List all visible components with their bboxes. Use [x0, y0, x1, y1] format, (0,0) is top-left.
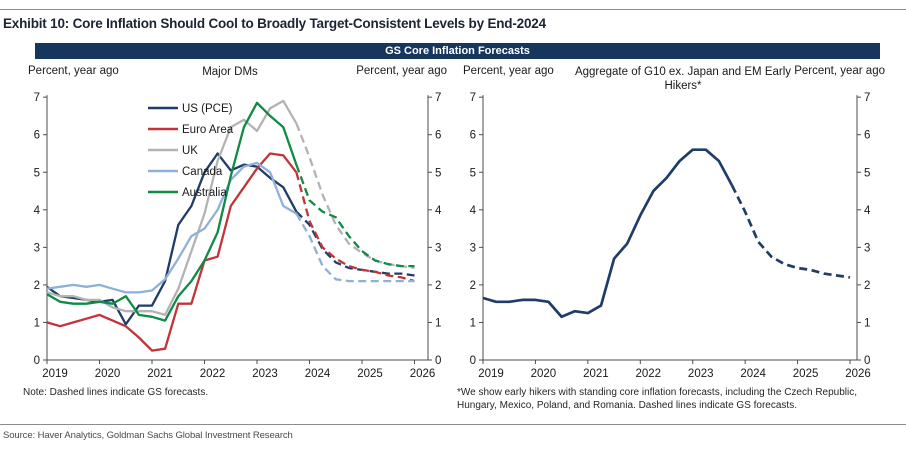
x-tick-label: 2022 [635, 368, 661, 380]
y-tick-label-right: 4 [435, 205, 442, 217]
series-uk-forecast [295, 122, 415, 270]
left-chart-canvas: 0 0 1 1 2 2 3 3 4 4 5 5 6 6 7 7 2019 2020 2021 2022 2023 2024… [34, 92, 442, 380]
y-tick-label-left: 0 [470, 355, 476, 367]
y-tick-label-left: 6 [34, 130, 40, 142]
y-tick-label-right: 7 [435, 92, 441, 104]
series-us-pce-forecast [295, 210, 415, 277]
banner-title: GS Core Inflation Forecasts [385, 45, 530, 57]
x-tick-label: 2024 [740, 368, 766, 380]
series-canada-actual [46, 161, 297, 294]
y-tick-label-left: 5 [34, 167, 40, 179]
right-panel-ylabel-left: Percent, year ago [463, 65, 554, 77]
x-tick-label: 2025 [793, 368, 819, 380]
legend-label-us-pce: US (PCE) [182, 103, 233, 115]
left-panel-ylabel-left: Percent, year ago [28, 65, 119, 77]
bottom-divider [0, 424, 906, 425]
y-tick-label-right: 1 [864, 317, 870, 329]
x-tick-label: 2026 [845, 368, 871, 380]
source-line: Source: Haver Analytics, Goldman Sachs G… [3, 430, 293, 441]
x-tick-label: 2025 [357, 368, 383, 380]
left-panel-title: Major DMs [202, 66, 258, 78]
legend-label-australia: Australia [182, 187, 227, 199]
y-tick-label-right: 5 [435, 167, 441, 179]
series-canada [46, 161, 415, 294]
legend-item-australia: Australia [148, 187, 227, 199]
x-tick-label: 2023 [688, 368, 714, 380]
y-tick-label-left: 3 [34, 242, 40, 254]
series-canada-forecast [295, 213, 415, 283]
series-uk-actual [46, 99, 298, 317]
series-aggregate-of-g10-ex-japan-and-em-early-hikers-forecast [730, 184, 851, 279]
y-tick-label-right: 3 [435, 242, 441, 254]
x-tick-label: 2022 [200, 368, 226, 380]
legend-label-euro-area: Euro Area [182, 124, 234, 136]
y-tick-label-right: 2 [435, 280, 441, 292]
legend: US (PCE) Euro Area UK Canada Australia [148, 103, 234, 199]
y-tick-label-right: 6 [435, 130, 441, 142]
axes [482, 95, 858, 361]
right-panel-footnote: *We show early hikers with standing core… [457, 387, 858, 411]
y-tick-label-left: 2 [34, 280, 40, 292]
left-panel-ylabel-right: Percent, year ago [356, 65, 447, 77]
series-uk [46, 99, 415, 317]
left-panel-note: Note: Dashed lines indicate GS forecasts… [23, 387, 209, 398]
x-tick-label: 2019 [42, 368, 68, 380]
y-tick-label-right: 6 [864, 130, 870, 142]
x-tick-label: 2024 [305, 368, 331, 380]
legend-item-euro-area: Euro Area [148, 124, 234, 136]
y-tick-label-right: 3 [864, 242, 870, 254]
x-tick-label: 2023 [252, 368, 278, 380]
series-euro-area-forecast [295, 172, 415, 283]
series-australia-actual [46, 101, 298, 322]
right-chart-canvas: 0 0 1 1 2 2 3 3 4 4 5 5 6 6 7 7 2019 2020 2021 2022 2023 2024… [470, 92, 871, 380]
right-panel-ylabel-right: Percent, year ago [794, 65, 885, 77]
exhibit-title: Exhibit 10: Core Inflation Should Cool t… [3, 16, 546, 31]
series-euro-area-actual [46, 152, 298, 352]
y-tick-label-right: 1 [435, 317, 441, 329]
axes [46, 95, 429, 361]
y-tick-label-left: 1 [34, 317, 40, 329]
series-australia-forecast [295, 164, 415, 268]
y-tick-label-left: 3 [470, 242, 476, 254]
y-tick-label-left: 6 [470, 130, 476, 142]
top-divider [0, 9, 906, 10]
legend-label-uk: UK [182, 145, 198, 157]
y-tick-label-left: 4 [34, 205, 41, 217]
series-aggregate-of-g10-ex-japan-and-em-early-hikers [482, 148, 851, 319]
y-tick-label-left: 0 [34, 355, 40, 367]
y-tick-label-left: 1 [470, 317, 476, 329]
y-tick-label-left: 2 [470, 280, 476, 292]
y-tick-label-left: 5 [470, 167, 476, 179]
y-tick-label-left: 4 [470, 205, 477, 217]
y-tick-label-left: 7 [470, 92, 476, 104]
x-tick-label: 2021 [583, 368, 609, 380]
legend-item-us-pce: US (PCE) [148, 103, 233, 115]
legend-item-uk: UK [148, 145, 198, 157]
right-panel-title: Aggregate of G10 ex. Japan and EM Early … [574, 66, 792, 92]
x-tick-label: 2026 [410, 368, 436, 380]
y-tick-label-right: 0 [864, 355, 870, 367]
y-tick-label-right: 0 [435, 355, 441, 367]
series-australia [46, 101, 415, 322]
series-euro-area [46, 152, 415, 352]
x-tick-label: 2020 [531, 368, 557, 380]
y-tick-label-right: 4 [864, 205, 871, 217]
y-tick-label-left: 7 [34, 92, 40, 104]
legend-label-canada: Canada [182, 166, 223, 178]
y-tick-label-right: 2 [864, 280, 870, 292]
x-tick-label: 2020 [95, 368, 121, 380]
y-tick-label-right: 7 [864, 92, 870, 104]
series-aggregate-of-g10-ex-japan-and-em-early-hikers-actual [482, 148, 734, 319]
legend-item-canada: Canada [148, 166, 223, 178]
x-tick-label: 2021 [147, 368, 173, 380]
x-tick-label: 2019 [478, 368, 504, 380]
y-tick-label-right: 5 [864, 167, 870, 179]
chart-banner: GS Core Inflation Forecasts [35, 43, 880, 59]
